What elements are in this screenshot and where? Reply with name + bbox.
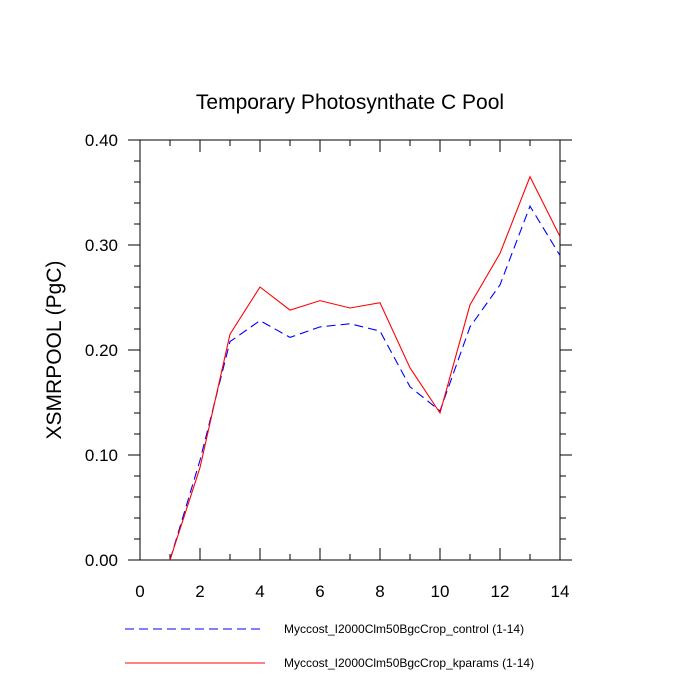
plot-frame: [139, 139, 561, 561]
chart-title: Temporary Photosynthate C Pool: [196, 91, 504, 114]
y-axis-label: XSMRPOOL (PgC): [43, 261, 66, 440]
series-line-1: [169, 204, 561, 561]
x-tick-label: 14: [551, 582, 570, 601]
axis-tick-labels: 0 2 4 6 8 10 12 14 0.00 0.10 0.20 0.30 0.40: [85, 131, 570, 601]
x-tick-label: 8: [375, 582, 384, 601]
legend: Myccost_I2000Clm50BgcCrop_control (1-14)…: [125, 622, 534, 670]
y-tick-label: 0.30: [85, 236, 118, 255]
y-tick-label: 0.10: [85, 446, 118, 465]
legend-label-1: Myccost_I2000Clm50BgcCrop_control (1-14): [284, 622, 524, 636]
axis-ticks: [128, 139, 572, 561]
y-tick-label: 0.00: [85, 551, 118, 570]
x-tick-label: 2: [195, 582, 204, 601]
x-tick-label: 4: [255, 582, 264, 601]
y-tick-label: 0.20: [85, 341, 118, 360]
series-line-2: [169, 175, 561, 561]
x-tick-label: 6: [315, 582, 324, 601]
x-tick-label: 10: [431, 582, 450, 601]
y-tick-label: 0.40: [85, 131, 118, 150]
series-lines: [169, 175, 561, 561]
x-tick-label: 12: [491, 582, 510, 601]
x-tick-label: 0: [135, 582, 144, 601]
legend-label-2: Myccost_I2000Clm50BgcCrop_kparams (1-14): [284, 656, 534, 670]
